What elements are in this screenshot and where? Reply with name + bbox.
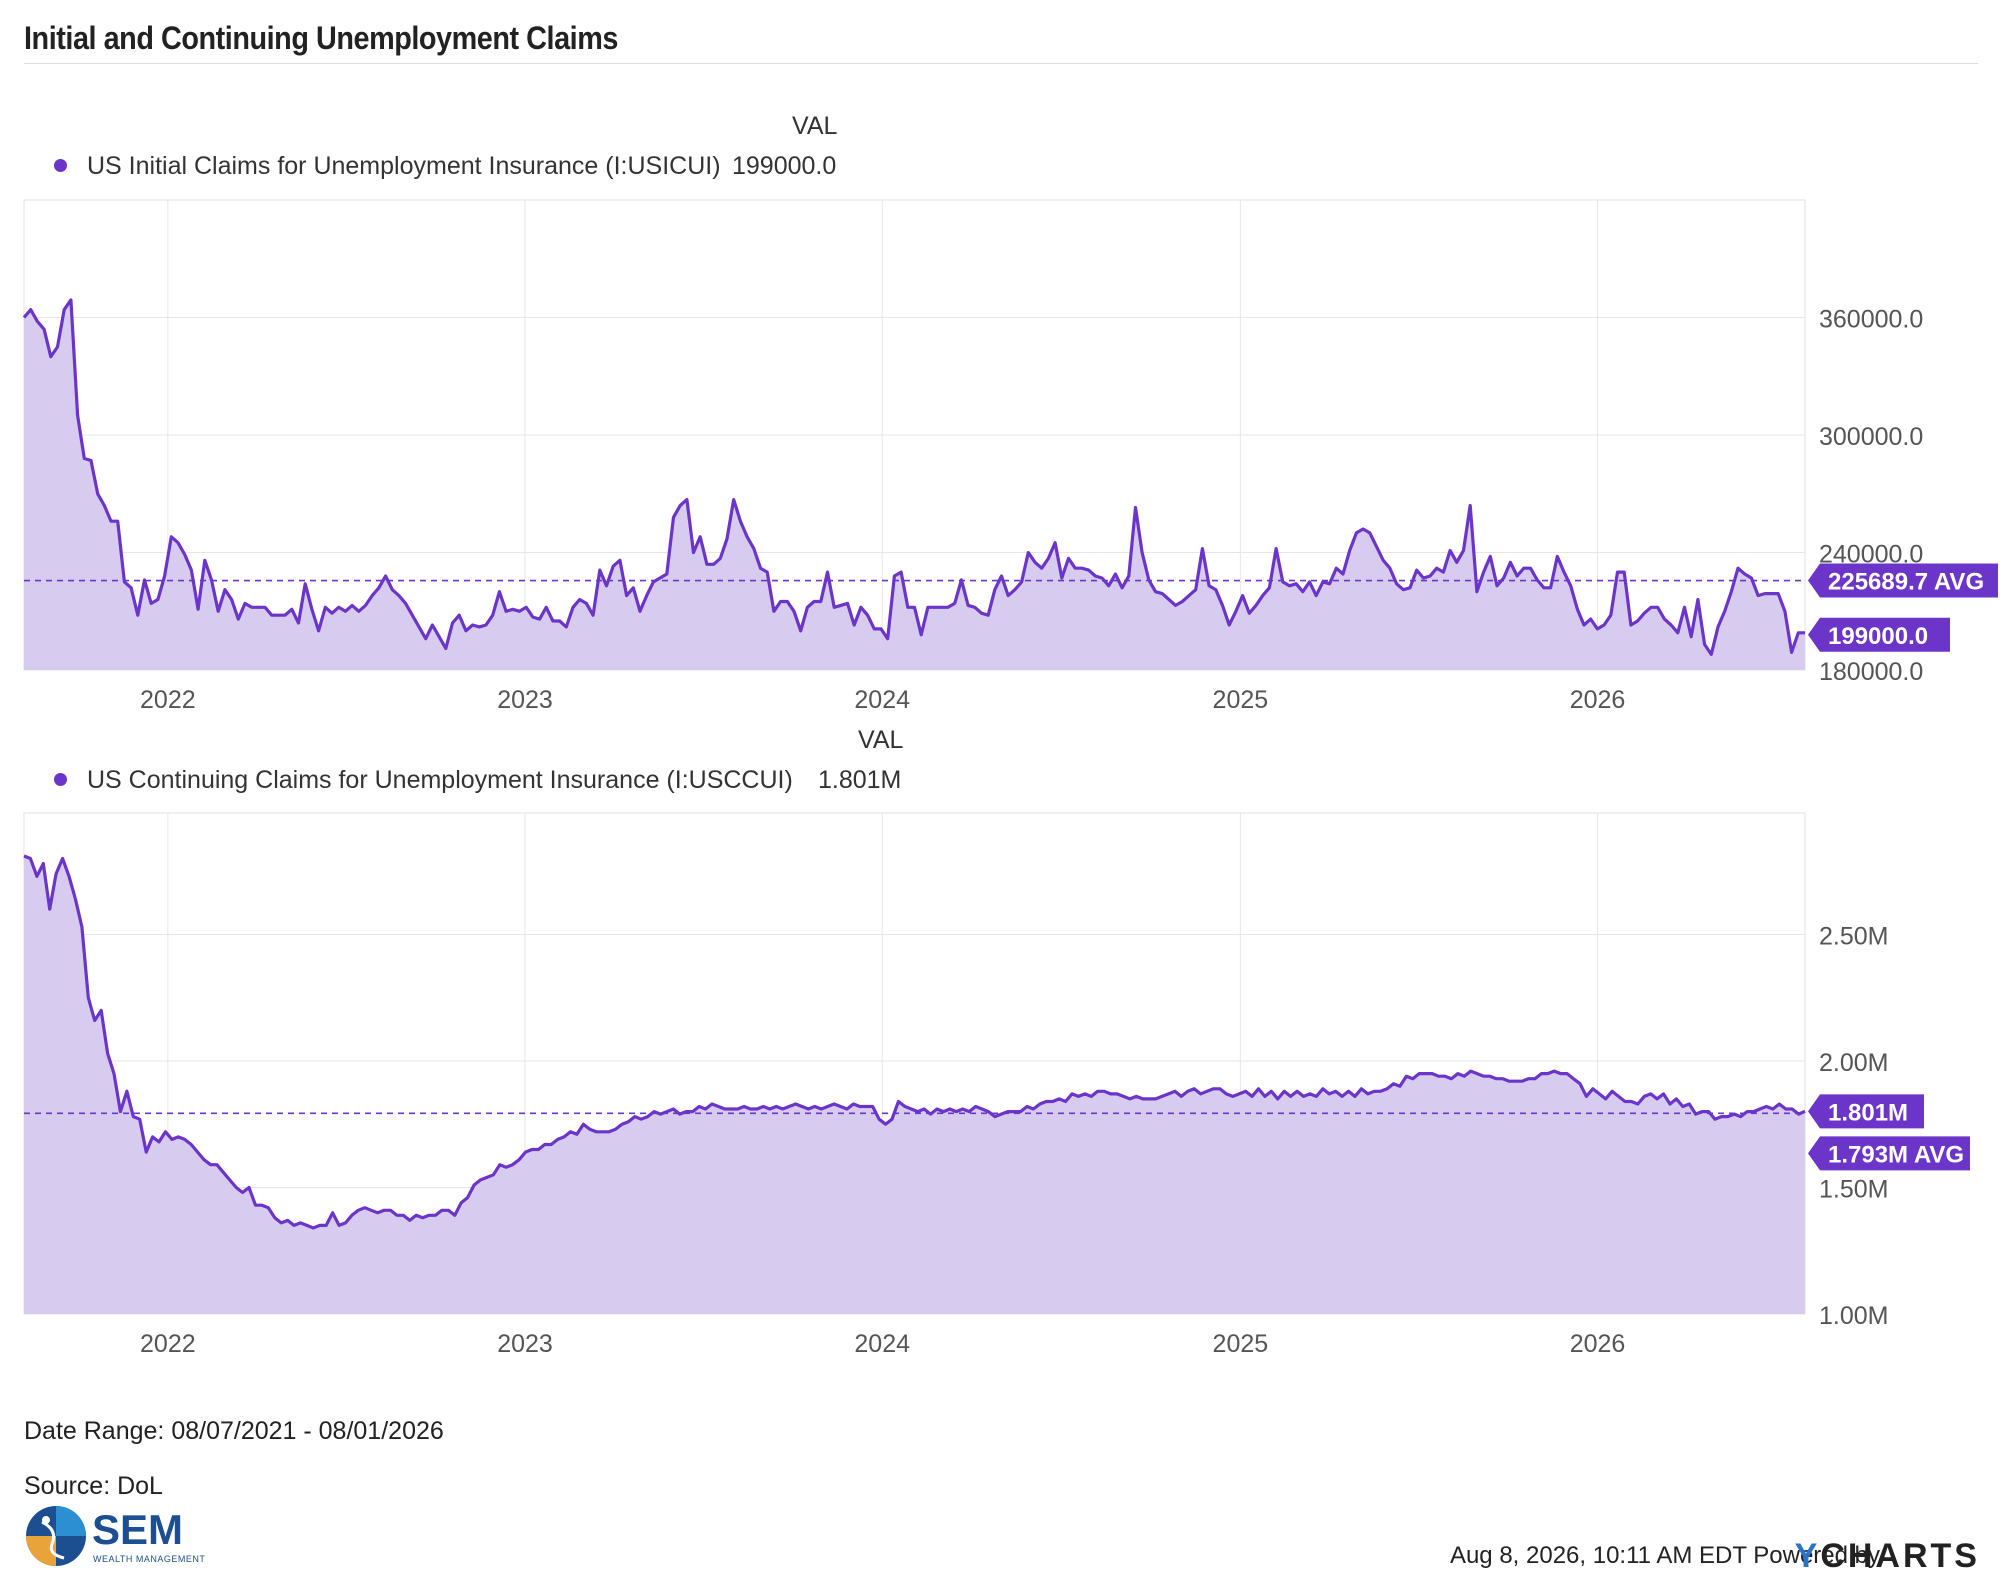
chart-panel: 1.00M 1.50M 2.00M 2.50M 2022 2023 2024 2025 2026… <box>23 812 1970 1358</box>
average-value-tag: 225689.7 AVG <box>1828 569 1984 596</box>
x-tick-label: 2023 <box>497 1330 553 1358</box>
date-range-text: Date Range: 08/07/2021 - 08/01/2026 <box>24 1417 444 1445</box>
x-tick-label: 2026 <box>1570 686 1626 714</box>
legend-continuing-claims: VAL US Continuing Claims for Unemploymen… <box>24 726 924 796</box>
latest-value-tag: 199000.0 <box>1828 623 1928 650</box>
sem-logo: SEM WEALTH MANAGEMENT <box>26 1506 205 1566</box>
logo-wordmark: SEM <box>92 1506 183 1553</box>
series-dot-icon <box>54 158 67 172</box>
x-tick-label: 2026 <box>1570 1330 1626 1358</box>
average-value-tag: 1.793M AVG <box>1828 1141 1964 1168</box>
latest-value-tag-background <box>1808 1094 1924 1129</box>
legend-val-header: VAL <box>792 112 838 140</box>
legend-series-name: US Initial Claims for Unemployment Insur… <box>87 152 721 180</box>
x-tick-label: 2025 <box>1213 1330 1269 1358</box>
timestamp-text: Aug 8, 2026, 10:11 AM EDT Powered by <box>1449 1542 1880 1569</box>
logo-subtext: WEALTH MANAGEMENT <box>93 1554 205 1564</box>
source-text: Source: DoL <box>24 1472 163 1500</box>
y-tick-label: 2.50M <box>1819 922 1888 950</box>
x-tick-label: 2024 <box>854 1330 910 1358</box>
y-tick-label: 1.50M <box>1819 1175 1888 1203</box>
x-tick-label: 2024 <box>854 686 910 714</box>
legend-initial-claims: VAL US Initial Claims for Unemployment I… <box>24 112 924 182</box>
series-line <box>23 854 1806 1230</box>
y-tick-label: 180000.0 <box>1819 658 1923 686</box>
series-line <box>22 298 1805 656</box>
ycharts-logo: YCHARTS <box>1795 1537 1980 1576</box>
legend-series-value: 1.801M <box>818 766 902 794</box>
y-tick-label: 300000.0 <box>1819 423 1923 451</box>
legend-series-item[interactable]: US Continuing Claims for Unemployment In… <box>54 766 793 795</box>
legend-series-item[interactable]: US Initial Claims for Unemployment Insur… <box>54 152 721 181</box>
ycharts-logo-rest: CHARTS <box>1820 1537 1980 1575</box>
series-dot-icon <box>54 772 67 786</box>
y-tick-label: 1.00M <box>1819 1302 1888 1330</box>
legend-val-header: VAL <box>858 726 904 754</box>
y-tick-label: 2.00M <box>1819 1049 1888 1077</box>
title-divider <box>24 63 1978 64</box>
series-area <box>24 299 1805 670</box>
legend-series-name: US Continuing Claims for Unemployment In… <box>87 766 793 794</box>
x-tick-label: 2025 <box>1213 686 1269 714</box>
chart-title: Initial and Continuing Unemployment Clai… <box>24 20 618 56</box>
ycharts-logo-y: Y <box>1794 1537 1821 1575</box>
x-tick-label: 2022 <box>140 1330 196 1358</box>
average-value-tag-background <box>1808 563 1998 598</box>
latest-value-tag-background <box>1808 617 1950 652</box>
y-tick-label: 360000.0 <box>1819 306 1923 334</box>
average-value-tag-background <box>1808 1136 1970 1171</box>
latest-value-tag: 1.801M <box>1828 1099 1908 1126</box>
series-area <box>24 856 1805 1314</box>
x-tick-label: 2022 <box>140 686 196 714</box>
x-tick-label: 2023 <box>497 686 553 714</box>
legend-series-value: 199000.0 <box>732 152 837 180</box>
